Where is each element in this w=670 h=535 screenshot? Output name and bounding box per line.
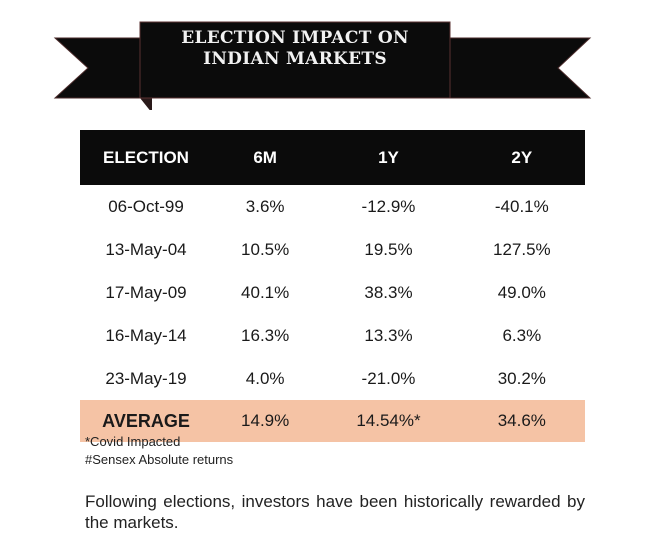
average-election-date: AVERAGE: [80, 400, 212, 442]
return-6m: 3.6%: [245, 196, 285, 216]
footnotes: *Covid Impacted #Sensex Absolute returns: [85, 433, 233, 469]
election-returns-table: ELECTION 6M 1Y 2Y 06-Oct-99 3.6% -12.9% -40…: [80, 130, 585, 442]
average-return-2y: 34.6%: [458, 400, 585, 442]
election-date: 23-May-19: [105, 368, 187, 388]
return-6m: 4.0%: [245, 368, 285, 388]
table-header-row: ELECTION 6M 1Y 2Y: [80, 130, 585, 185]
return-1y: -21.0%: [361, 368, 416, 388]
conclusion-text: Following elections, investors have been…: [85, 492, 585, 532]
election-date: 06-Oct-99: [108, 196, 184, 216]
average-return-1y: 14.54%*: [318, 400, 459, 442]
header-election: ELECTION: [80, 130, 212, 185]
election-date: 13-May-04: [105, 239, 187, 259]
title-ribbon: [53, 21, 592, 110]
average-row: AVERAGE 14.9% 14.54%* 34.6%: [80, 400, 585, 442]
header-6m: 6M: [212, 130, 319, 185]
footnote-covid: *Covid Impacted: [85, 434, 181, 449]
table-row: 06-Oct-99 3.6% -12.9% -40.1%: [80, 185, 585, 228]
header-2y: 2Y: [458, 130, 585, 185]
title-line-1: ELECTION IMPACT ON: [181, 28, 409, 48]
return-1y: -12.9%: [361, 196, 416, 216]
return-6m: 10.5%: [241, 239, 290, 259]
return-6m: 40.1%: [241, 282, 290, 302]
page-title: ELECTION IMPACT ON INDIAN MARKETS: [143, 28, 447, 70]
return-2y: 30.2%: [497, 368, 546, 388]
return-6m: 16.3%: [241, 325, 290, 345]
table-row: 23-May-19 4.0% -21.0% 30.2%: [80, 357, 585, 400]
return-2y: 49.0%: [497, 282, 546, 302]
return-2y: 6.3%: [502, 325, 542, 345]
return-1y: 13.3%: [364, 325, 413, 345]
election-date: 17-May-09: [105, 282, 187, 302]
election-date: 16-May-14: [105, 325, 187, 345]
footnote-sensex: #Sensex Absolute returns: [85, 452, 234, 467]
table-row: 17-May-09 40.1% 38.3% 49.0%: [80, 271, 585, 314]
table-row: 13-May-04 10.5% 19.5% 127.5%: [80, 228, 585, 271]
return-2y: 127.5%: [492, 239, 551, 259]
average-return-6m: 14.9%: [212, 400, 319, 442]
header-1y: 1Y: [318, 130, 459, 185]
title-line-2: INDIAN MARKETS: [203, 49, 387, 69]
return-1y: 19.5%: [364, 239, 413, 259]
return-1y: 38.3%: [364, 282, 413, 302]
table-row: 16-May-14 16.3% 13.3% 6.3%: [80, 314, 585, 357]
return-2y: -40.1%: [494, 196, 549, 216]
